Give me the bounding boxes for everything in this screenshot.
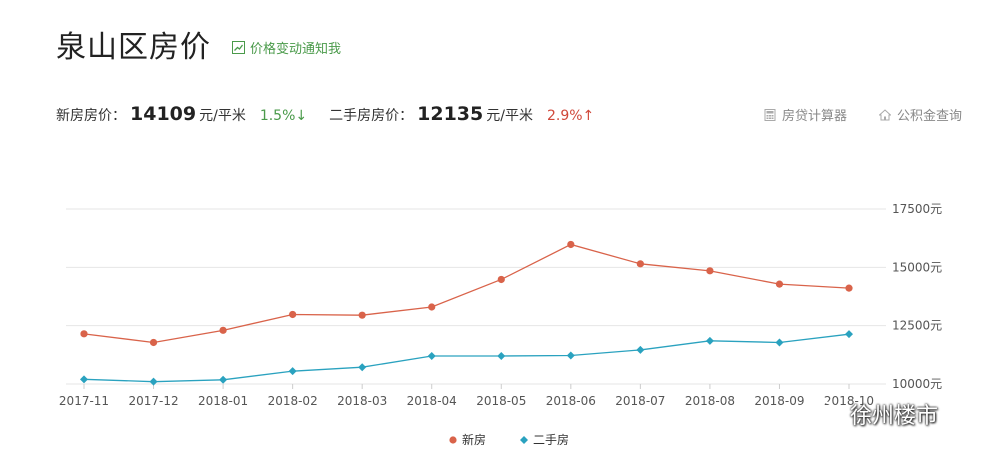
- new-price-change: 1.5%↓: [259, 108, 308, 124]
- data-point[interactable]: [706, 267, 714, 275]
- new-price-unit: 元/平米: [199, 108, 246, 124]
- y-tick-label: 10000元: [892, 377, 942, 391]
- calculator-icon: [764, 108, 776, 121]
- chart-legend[interactable]: 新房 二手房: [449, 432, 569, 447]
- wechat-watermark: 徐州楼市: [810, 398, 938, 430]
- price-summary: 新房房价： 14109 元/平米 1.5%↓ 二手房房价： 12135 元/平米…: [56, 103, 594, 125]
- chart-series: [80, 240, 853, 386]
- x-tick-label: 2017-12: [128, 394, 178, 408]
- trend-chart-icon: [232, 41, 245, 54]
- new-price-label: 新房房价：: [56, 108, 126, 124]
- data-point[interactable]: [845, 330, 853, 339]
- data-point[interactable]: [636, 345, 645, 354]
- data-point[interactable]: [636, 260, 644, 268]
- data-point[interactable]: [845, 284, 853, 292]
- data-point[interactable]: [428, 303, 436, 311]
- data-point[interactable]: [149, 377, 158, 386]
- second-price-change: 2.9%↑: [546, 108, 595, 124]
- data-point[interactable]: [289, 310, 297, 319]
- data-point[interactable]: [427, 352, 436, 360]
- data-point[interactable]: [497, 275, 505, 284]
- mortgage-calculator-link[interactable]: 房贷计算器: [764, 105, 847, 124]
- data-point[interactable]: [219, 375, 228, 384]
- x-tick-label: 2018-06: [546, 394, 596, 408]
- legend-marker: [449, 436, 457, 444]
- y-axis-ticks: 10000元 12500元 15000元 17500元: [892, 202, 942, 391]
- legend-item[interactable]: 新房: [449, 432, 486, 447]
- x-tick-label: 2018-04: [407, 394, 457, 408]
- x-tick-label: 2018-02: [268, 394, 318, 408]
- data-point[interactable]: [497, 352, 506, 360]
- new-price-value: 14109: [130, 103, 197, 125]
- data-point[interactable]: [567, 240, 575, 249]
- data-point[interactable]: [149, 338, 158, 347]
- second-price-label: 二手房房价：: [329, 108, 414, 124]
- data-point[interactable]: [80, 375, 88, 384]
- second-price-unit: 元/平米: [486, 108, 533, 124]
- x-tick-label: 2018-09: [754, 394, 804, 408]
- series-line: [83, 243, 850, 344]
- price-alert-label: 价格变动通知我: [250, 42, 342, 57]
- mortgage-calculator-label: 房贷计算器: [782, 109, 848, 124]
- legend-item[interactable]: 二手房: [520, 432, 569, 447]
- legend-label: 新房: [462, 432, 486, 447]
- chart-grid: [66, 208, 886, 385]
- x-tick-label: 2018-01: [198, 394, 248, 408]
- data-point[interactable]: [358, 311, 366, 319]
- y-tick-label: 17500元: [892, 202, 942, 216]
- data-point[interactable]: [80, 330, 88, 338]
- y-tick-label: 15000元: [892, 260, 942, 274]
- x-tick-label: 2018-07: [615, 394, 665, 408]
- price-alert-link[interactable]: 价格变动通知我: [232, 38, 341, 57]
- legend-label: 二手房: [533, 432, 569, 447]
- data-point[interactable]: [288, 367, 297, 376]
- page-title: 泉山区房价: [56, 30, 211, 65]
- legend-marker: [520, 436, 528, 444]
- x-axis-ticks: 2017-11 2017-12 2018-01 2018-02 2018-03 2018-…: [59, 384, 874, 408]
- series-new-house: [80, 240, 853, 347]
- data-point[interactable]: [775, 338, 784, 347]
- series-second-hand: [80, 330, 853, 386]
- data-point[interactable]: [219, 326, 227, 334]
- y-tick-label: 12500元: [892, 319, 942, 333]
- x-tick-label: 2018-05: [476, 394, 526, 408]
- data-point[interactable]: [775, 280, 784, 288]
- x-tick-label: 2018-03: [337, 394, 387, 408]
- series-line: [83, 333, 850, 383]
- x-tick-label: 2018-08: [685, 394, 735, 408]
- x-tick-label: 2018-10: [824, 394, 874, 408]
- housing-fund-link[interactable]: 公积金查询: [879, 105, 962, 124]
- data-point[interactable]: [566, 351, 575, 360]
- x-tick-label: 2017-11: [59, 394, 109, 408]
- data-point[interactable]: [358, 363, 367, 372]
- watermark-text: 徐州楼市: [850, 404, 939, 429]
- house-icon: [879, 108, 891, 120]
- second-price-value: 12135: [417, 103, 484, 125]
- data-point[interactable]: [705, 336, 714, 345]
- housing-fund-label: 公积金查询: [897, 109, 963, 124]
- wechat-icon: [811, 401, 842, 427]
